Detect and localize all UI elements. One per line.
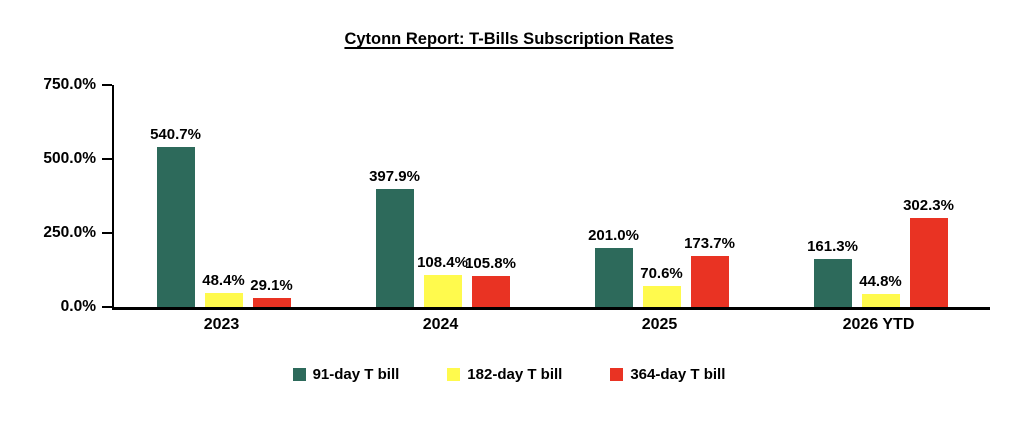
x-axis-category-label: 2024 bbox=[422, 316, 459, 333]
legend-item: 364-day T bill bbox=[610, 366, 725, 383]
bar-value-label: 29.1% bbox=[250, 277, 293, 295]
bar-group: 397.9% 108.4% 105.8% bbox=[333, 85, 552, 307]
x-axis-category-label: 2026 YTD bbox=[842, 316, 915, 333]
y-axis-labels: 750.0% 500.0% 250.0% 0.0% bbox=[0, 76, 96, 315]
legend-label: 182-day T bill bbox=[467, 366, 563, 383]
bar-value-label: 302.3% bbox=[903, 196, 954, 214]
bar-value-label: 173.7% bbox=[684, 234, 735, 252]
bar: 48.4% bbox=[202, 272, 245, 307]
bar-value-label: 105.8% bbox=[465, 254, 516, 272]
y-axis-tick bbox=[102, 84, 112, 86]
bar: 108.4% bbox=[417, 254, 468, 307]
legend-item: 91-day T bill bbox=[292, 366, 400, 383]
legend-label: 91-day T bill bbox=[312, 366, 400, 383]
bar-value-label: 108.4% bbox=[417, 253, 468, 271]
bar: 70.6% bbox=[640, 265, 683, 307]
y-axis-tick-label: 500.0% bbox=[43, 149, 96, 167]
legend-label: 364-day T bill bbox=[630, 366, 726, 383]
bar: 105.8% bbox=[465, 255, 516, 307]
bar-value-label: 70.6% bbox=[640, 265, 683, 283]
legend-swatch bbox=[447, 368, 461, 381]
y-axis-tick bbox=[102, 231, 112, 234]
bar-group: 540.7% 48.4% 29.1% bbox=[114, 85, 333, 307]
y-axis-tick-label: 0.0% bbox=[60, 298, 96, 315]
bar: 44.8% bbox=[859, 273, 902, 307]
bar: 173.7% bbox=[684, 235, 735, 307]
x-axis-category-label: 2025 bbox=[641, 316, 678, 333]
bar: 161.3% bbox=[807, 238, 858, 307]
bar: 29.1% bbox=[250, 277, 293, 307]
bar-value-label: 44.8% bbox=[859, 272, 902, 290]
y-axis-tick bbox=[102, 157, 112, 160]
bar: 540.7% bbox=[150, 126, 201, 307]
x-axis-category-label: 2023 bbox=[203, 316, 240, 333]
bar-group: 201.0% 70.6% 173.7% bbox=[552, 85, 771, 307]
bar-value-label: 397.9% bbox=[369, 168, 420, 186]
bar: 397.9% bbox=[369, 168, 420, 307]
y-axis-tick-label: 250.0% bbox=[43, 223, 96, 241]
legend-swatch bbox=[292, 368, 306, 381]
legend: 91-day T bill 182-day T bill 364-day T bil… bbox=[0, 366, 1018, 383]
y-axis-tick bbox=[102, 306, 112, 308]
bar-value-label: 201.0% bbox=[588, 226, 639, 244]
bar-value-label: 161.3% bbox=[807, 238, 858, 256]
legend-swatch bbox=[610, 368, 624, 381]
legend-item: 182-day T bill bbox=[447, 366, 562, 383]
y-axis-tick-label: 750.0% bbox=[43, 76, 96, 93]
bar: 302.3% bbox=[903, 197, 954, 307]
bar-group: 161.3% 44.8% 302.3% bbox=[771, 85, 990, 307]
chart-title: Cytonn Report: T-Bills Subscription Rate… bbox=[344, 30, 674, 48]
bar: 201.0% bbox=[588, 227, 639, 307]
x-axis-labels: 2023 2024 2025 2026 YTD bbox=[112, 316, 988, 334]
bar-groups: 540.7% 48.4% 29.1% 397.9% 108.4% 105.8% 201.0%… bbox=[114, 85, 990, 307]
bar-value-label: 48.4% bbox=[202, 271, 245, 289]
bar-value-label: 540.7% bbox=[150, 125, 201, 143]
plot-area: 540.7% 48.4% 29.1% 397.9% 108.4% 105.8% 201.0%… bbox=[102, 84, 990, 310]
